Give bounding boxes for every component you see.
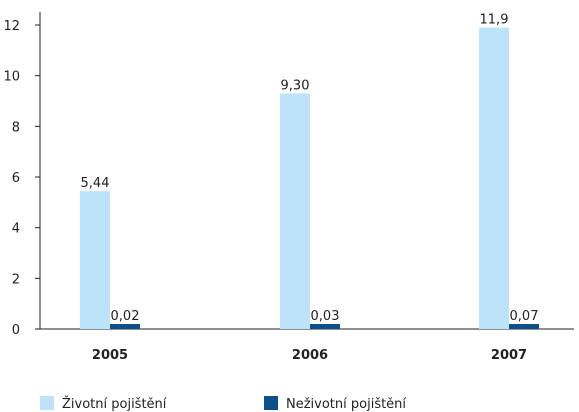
bar-data-label: 5,44 — [81, 176, 110, 191]
legend-swatch — [264, 396, 278, 410]
bar — [110, 324, 140, 329]
y-tick-label: 6 — [12, 171, 20, 186]
bar-data-label: 0,03 — [311, 309, 340, 324]
y-axis-ticks: 0 2 4 6 8 10 12 — [3, 19, 40, 338]
bar-data-label: 9,30 — [281, 78, 310, 93]
bar — [479, 27, 509, 330]
x-axis-categories: 2005 2006 2007 — [92, 348, 527, 363]
y-tick-label: 0 — [12, 323, 20, 338]
legend-label: Životní pojištění — [62, 396, 167, 412]
bar — [280, 93, 310, 330]
y-tick-label: 12 — [3, 19, 20, 34]
bar — [80, 191, 110, 329]
y-tick-label: 8 — [12, 120, 20, 135]
bars: 5,44 9,30 11,9 0,02 0,03 0,07 — [80, 13, 539, 330]
x-category-label: 2006 — [292, 348, 328, 363]
y-tick-label: 2 — [12, 272, 20, 287]
legend-swatch — [40, 396, 54, 410]
bar-data-label: 0,07 — [510, 309, 539, 324]
bar-data-label: 0,02 — [111, 309, 140, 324]
bar-data-label: 11,9 — [480, 13, 509, 28]
bar — [509, 324, 539, 329]
y-tick-label: 4 — [12, 222, 20, 237]
legend: Životní pojištění Neživotní pojištění — [40, 396, 406, 412]
y-tick-label: 10 — [3, 70, 20, 85]
x-category-label: 2005 — [92, 348, 128, 363]
bar — [310, 324, 340, 329]
x-category-label: 2007 — [491, 348, 527, 363]
legend-label: Neživotní pojištění — [286, 397, 406, 412]
